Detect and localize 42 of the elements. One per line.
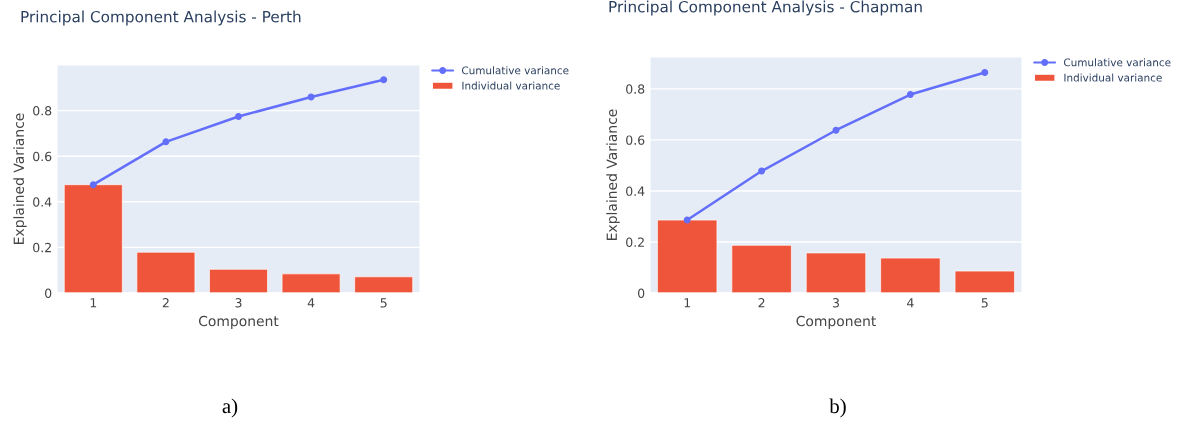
- x-tick-label: 4: [307, 298, 315, 308]
- x-tick-label: 1: [90, 298, 97, 308]
- legend-label: Individual variance: [1064, 73, 1162, 82]
- y-tick-label: 0.2: [626, 237, 644, 247]
- y-tick-label: 0: [45, 288, 52, 298]
- y-tick-label: 0.4: [626, 186, 645, 196]
- y-axis-title: Explained Variance: [606, 109, 620, 240]
- point: [981, 69, 989, 77]
- y-tick-label: 0.8: [33, 106, 52, 116]
- x-tick-label: 1: [684, 298, 691, 308]
- y-tick-label: 0.8: [626, 84, 645, 94]
- x-tick-label: 2: [758, 298, 765, 308]
- x-tick-label: 5: [380, 298, 387, 308]
- x-tick-label: 4: [907, 298, 914, 308]
- point: [832, 126, 840, 134]
- x-axis-title: Component: [198, 315, 279, 329]
- legend-label: Individual variance: [462, 81, 560, 90]
- x-tick-label: 5: [981, 298, 988, 308]
- y-tick-label: 0.2: [33, 242, 51, 253]
- chart-title: Principal Component Analysis - Perth: [21, 10, 301, 26]
- point: [235, 113, 242, 121]
- point: [162, 138, 170, 146]
- point: [380, 76, 388, 84]
- text: b): [829, 398, 846, 418]
- x-tick-label: 2: [162, 298, 169, 308]
- x-tick-label: 3: [832, 298, 839, 308]
- x-tick-label: 3: [235, 298, 242, 308]
- point: [906, 91, 914, 98]
- y-axis-title: Explained Variance: [13, 113, 27, 244]
- y-tick-label: 0: [638, 288, 645, 298]
- point: [683, 216, 691, 224]
- y-tick-label: 0.4: [33, 197, 52, 207]
- point: [758, 167, 766, 175]
- y-tick-label: 0.6: [626, 135, 645, 145]
- legend-label: Cumulative variance: [1064, 58, 1171, 67]
- point: [307, 93, 315, 101]
- y-tick-label: 0.6: [33, 151, 52, 162]
- chart-title: Principal Component Analysis - Chapman: [609, 0, 922, 16]
- x-axis-title: Component: [796, 315, 876, 329]
- point: [89, 181, 97, 189]
- legend-label: Cumulative variance: [462, 66, 569, 75]
- text: a): [222, 398, 238, 418]
